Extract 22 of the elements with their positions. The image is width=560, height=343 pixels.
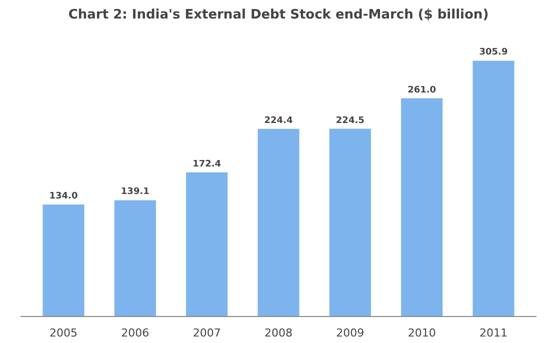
data-label: 305.9	[479, 48, 508, 58]
x-tick-label: 2007	[192, 326, 221, 340]
data-label: 224.4	[264, 116, 293, 126]
data-label: 172.4	[192, 159, 222, 170]
data-label: 134.0	[49, 191, 78, 202]
x-tick-label: 2008	[264, 326, 293, 340]
bar	[42, 204, 84, 316]
data-label: 139.1	[120, 187, 150, 198]
bar	[114, 200, 156, 316]
bar	[258, 128, 300, 316]
data-label: 224.5	[336, 116, 364, 126]
bar	[186, 172, 228, 316]
x-tick-label: 2005	[50, 326, 78, 340]
x-tick-label: 2011	[480, 326, 508, 340]
data-label: 261.0	[408, 85, 436, 96]
bar	[329, 128, 371, 316]
x-tick-label: 2006	[121, 326, 150, 340]
x-tick-label: 2009	[336, 326, 364, 340]
x-tick-label: 2010	[408, 326, 436, 340]
bar	[401, 98, 443, 316]
bar	[472, 60, 514, 316]
chart-title: Chart 2: India's External Debt Stock end-March ($ billion)	[68, 8, 489, 22]
